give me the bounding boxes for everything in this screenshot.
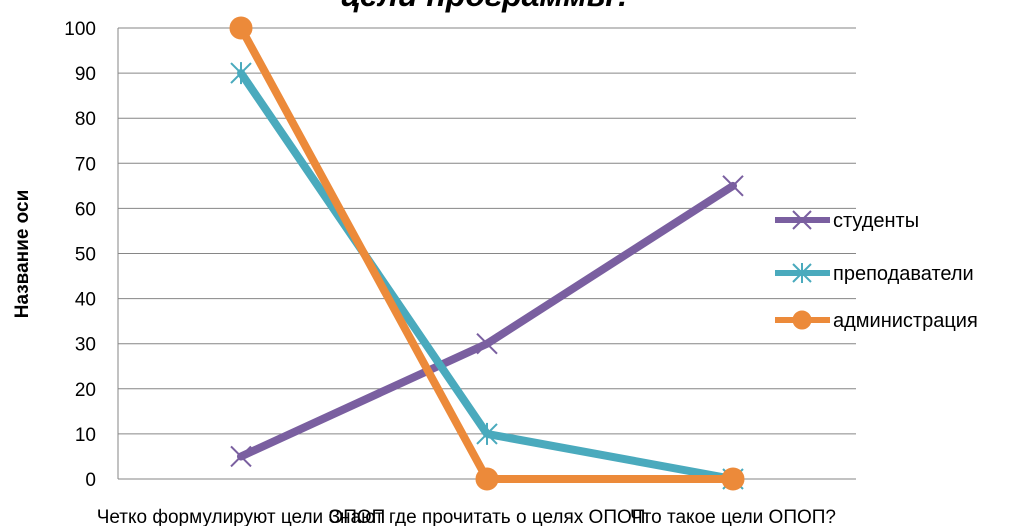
y-tick-label: 80 [75, 109, 96, 130]
y-tick-label: 70 [75, 154, 96, 175]
data-point [475, 467, 499, 491]
legend-label: преподаватели [833, 263, 974, 285]
y-tick-label: 20 [75, 380, 96, 401]
data-point [792, 310, 812, 330]
y-tick-label: 50 [75, 245, 96, 266]
legend: студенты преподаватели администрация [775, 210, 978, 332]
y-tick-label: 30 [75, 335, 96, 356]
y-tick-label: 10 [75, 425, 96, 446]
y-tick-label: 0 [85, 470, 96, 491]
y-tick-label: 40 [75, 290, 96, 311]
data-point [230, 62, 252, 85]
y-tick-label: 90 [75, 64, 96, 85]
x-tick-label: Четко формулируют цели ОПОП [97, 507, 386, 526]
legend-label: администрация [833, 310, 978, 332]
legend-entry: студенты [775, 210, 919, 232]
series-администрация [229, 16, 745, 491]
series-line [237, 181, 737, 461]
data-point [722, 175, 744, 197]
y-tick-label: 100 [64, 19, 96, 40]
data-point [229, 16, 253, 40]
data-point [476, 332, 498, 355]
series-студенты [230, 175, 744, 468]
y-tick-label: 60 [75, 199, 96, 220]
legend-entry: администрация [775, 310, 978, 332]
x-tick-label: Знают где прочитать о целях ОПОП [329, 507, 646, 526]
data-point [792, 210, 812, 230]
series-line [237, 69, 737, 483]
y-axis-ticks: 0 10 20 30 40 50 60 70 80 90 100 [64, 19, 96, 491]
grid-lines [117, 27, 856, 480]
y-axis-label: Название оси [12, 190, 33, 319]
data-point [792, 263, 812, 283]
legend-label: студенты [833, 210, 919, 232]
data-point [476, 422, 498, 445]
series-lines [229, 16, 745, 491]
chart-title: цели программы? [340, 0, 633, 13]
x-tick-label: Что такое цели ОПОП? [630, 507, 836, 526]
data-point [721, 467, 745, 491]
legend-entry: преподаватели [775, 263, 974, 285]
data-point [230, 445, 252, 468]
